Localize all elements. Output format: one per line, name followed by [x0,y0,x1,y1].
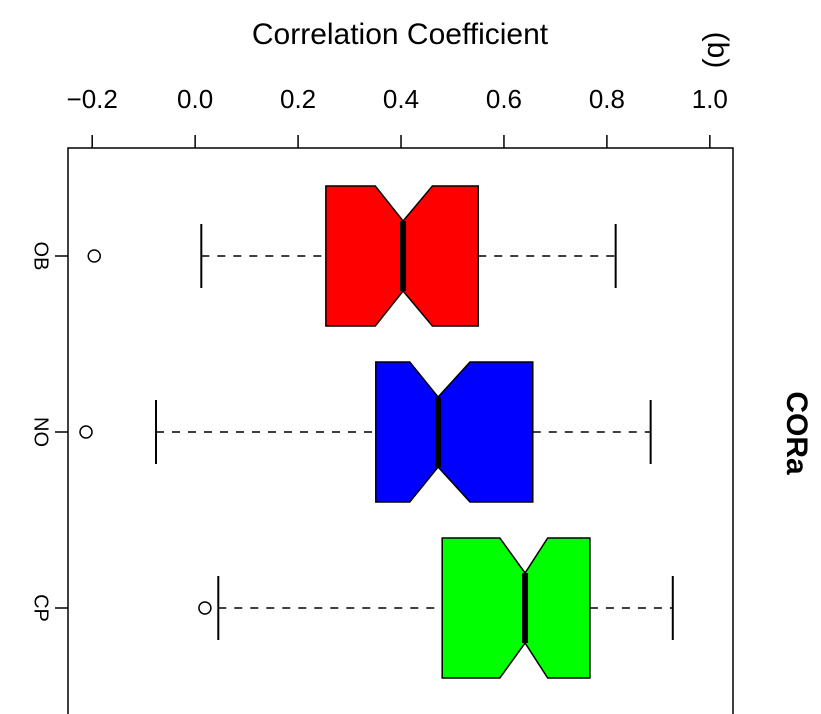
x-tick-label: 0.6 [486,84,522,114]
x-tick-label: −0.2 [67,84,118,114]
chart-title: CORa [780,391,813,475]
box [441,537,591,679]
x-tick-label: 0.2 [280,84,316,114]
y-tick-label: NO [30,417,52,447]
panel-annotation: (b) [701,32,734,69]
x-tick-label: 0.0 [177,84,213,114]
x-tick-label: 1.0 [692,84,728,114]
x-tick-label: 0.4 [383,84,419,114]
x-tick-label: 0.8 [589,84,625,114]
x-axis-label: Correlation Coefficient [252,18,549,51]
outlier [79,425,93,439]
outlier [198,601,212,615]
y-tick-label: CP [30,594,52,622]
box [375,361,534,503]
y-tick-label: OB [30,242,52,271]
outlier [87,249,101,263]
